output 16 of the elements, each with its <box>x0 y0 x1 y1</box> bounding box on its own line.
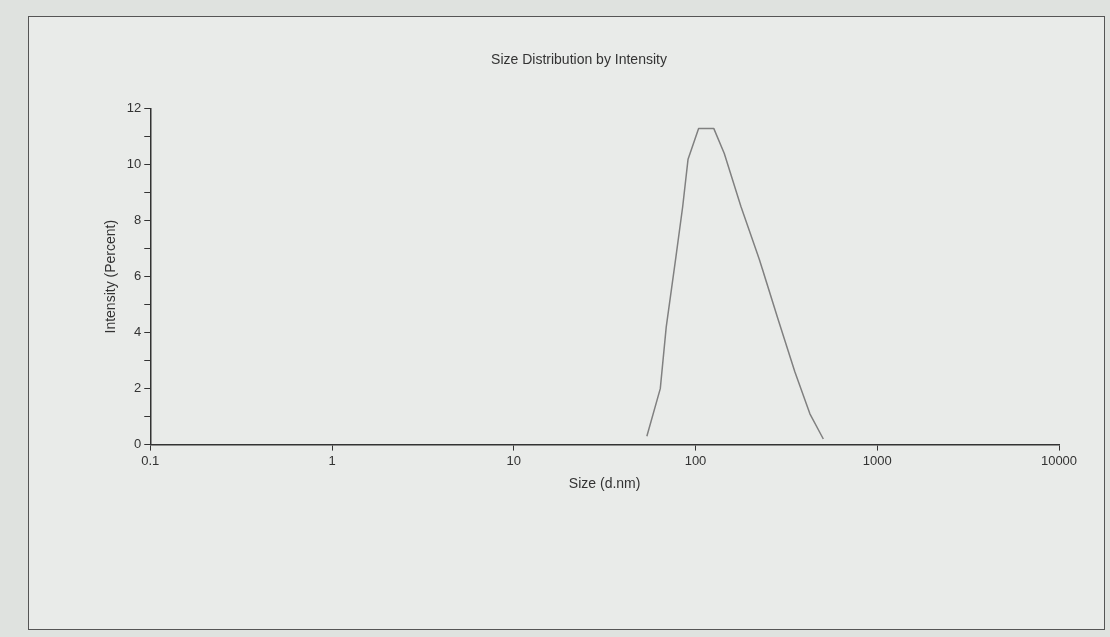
y-tick-label: 6 <box>134 268 142 284</box>
x-tick-label: 10 <box>506 452 521 468</box>
x-tick-label: 1000 <box>862 452 892 468</box>
x-axis-title: Size (d.nm) <box>568 475 641 492</box>
x-tick-label: 10000 <box>1040 452 1078 468</box>
y-tick-label: 12 <box>126 100 142 116</box>
y-tick-label: 0 <box>134 436 142 452</box>
y-axis-title: Intensity (Percent) <box>102 219 119 334</box>
y-tick-label: 8 <box>134 212 142 228</box>
y-tick-label: 2 <box>134 380 142 396</box>
chart-title: Size Distribution by Intensity <box>491 51 667 68</box>
y-tick-label: 10 <box>126 156 142 172</box>
x-tick-label: 0.1 <box>141 452 160 468</box>
x-tick-label: 1 <box>328 452 336 468</box>
x-tick-label: 100 <box>684 452 707 468</box>
y-tick-label: 4 <box>134 324 142 340</box>
